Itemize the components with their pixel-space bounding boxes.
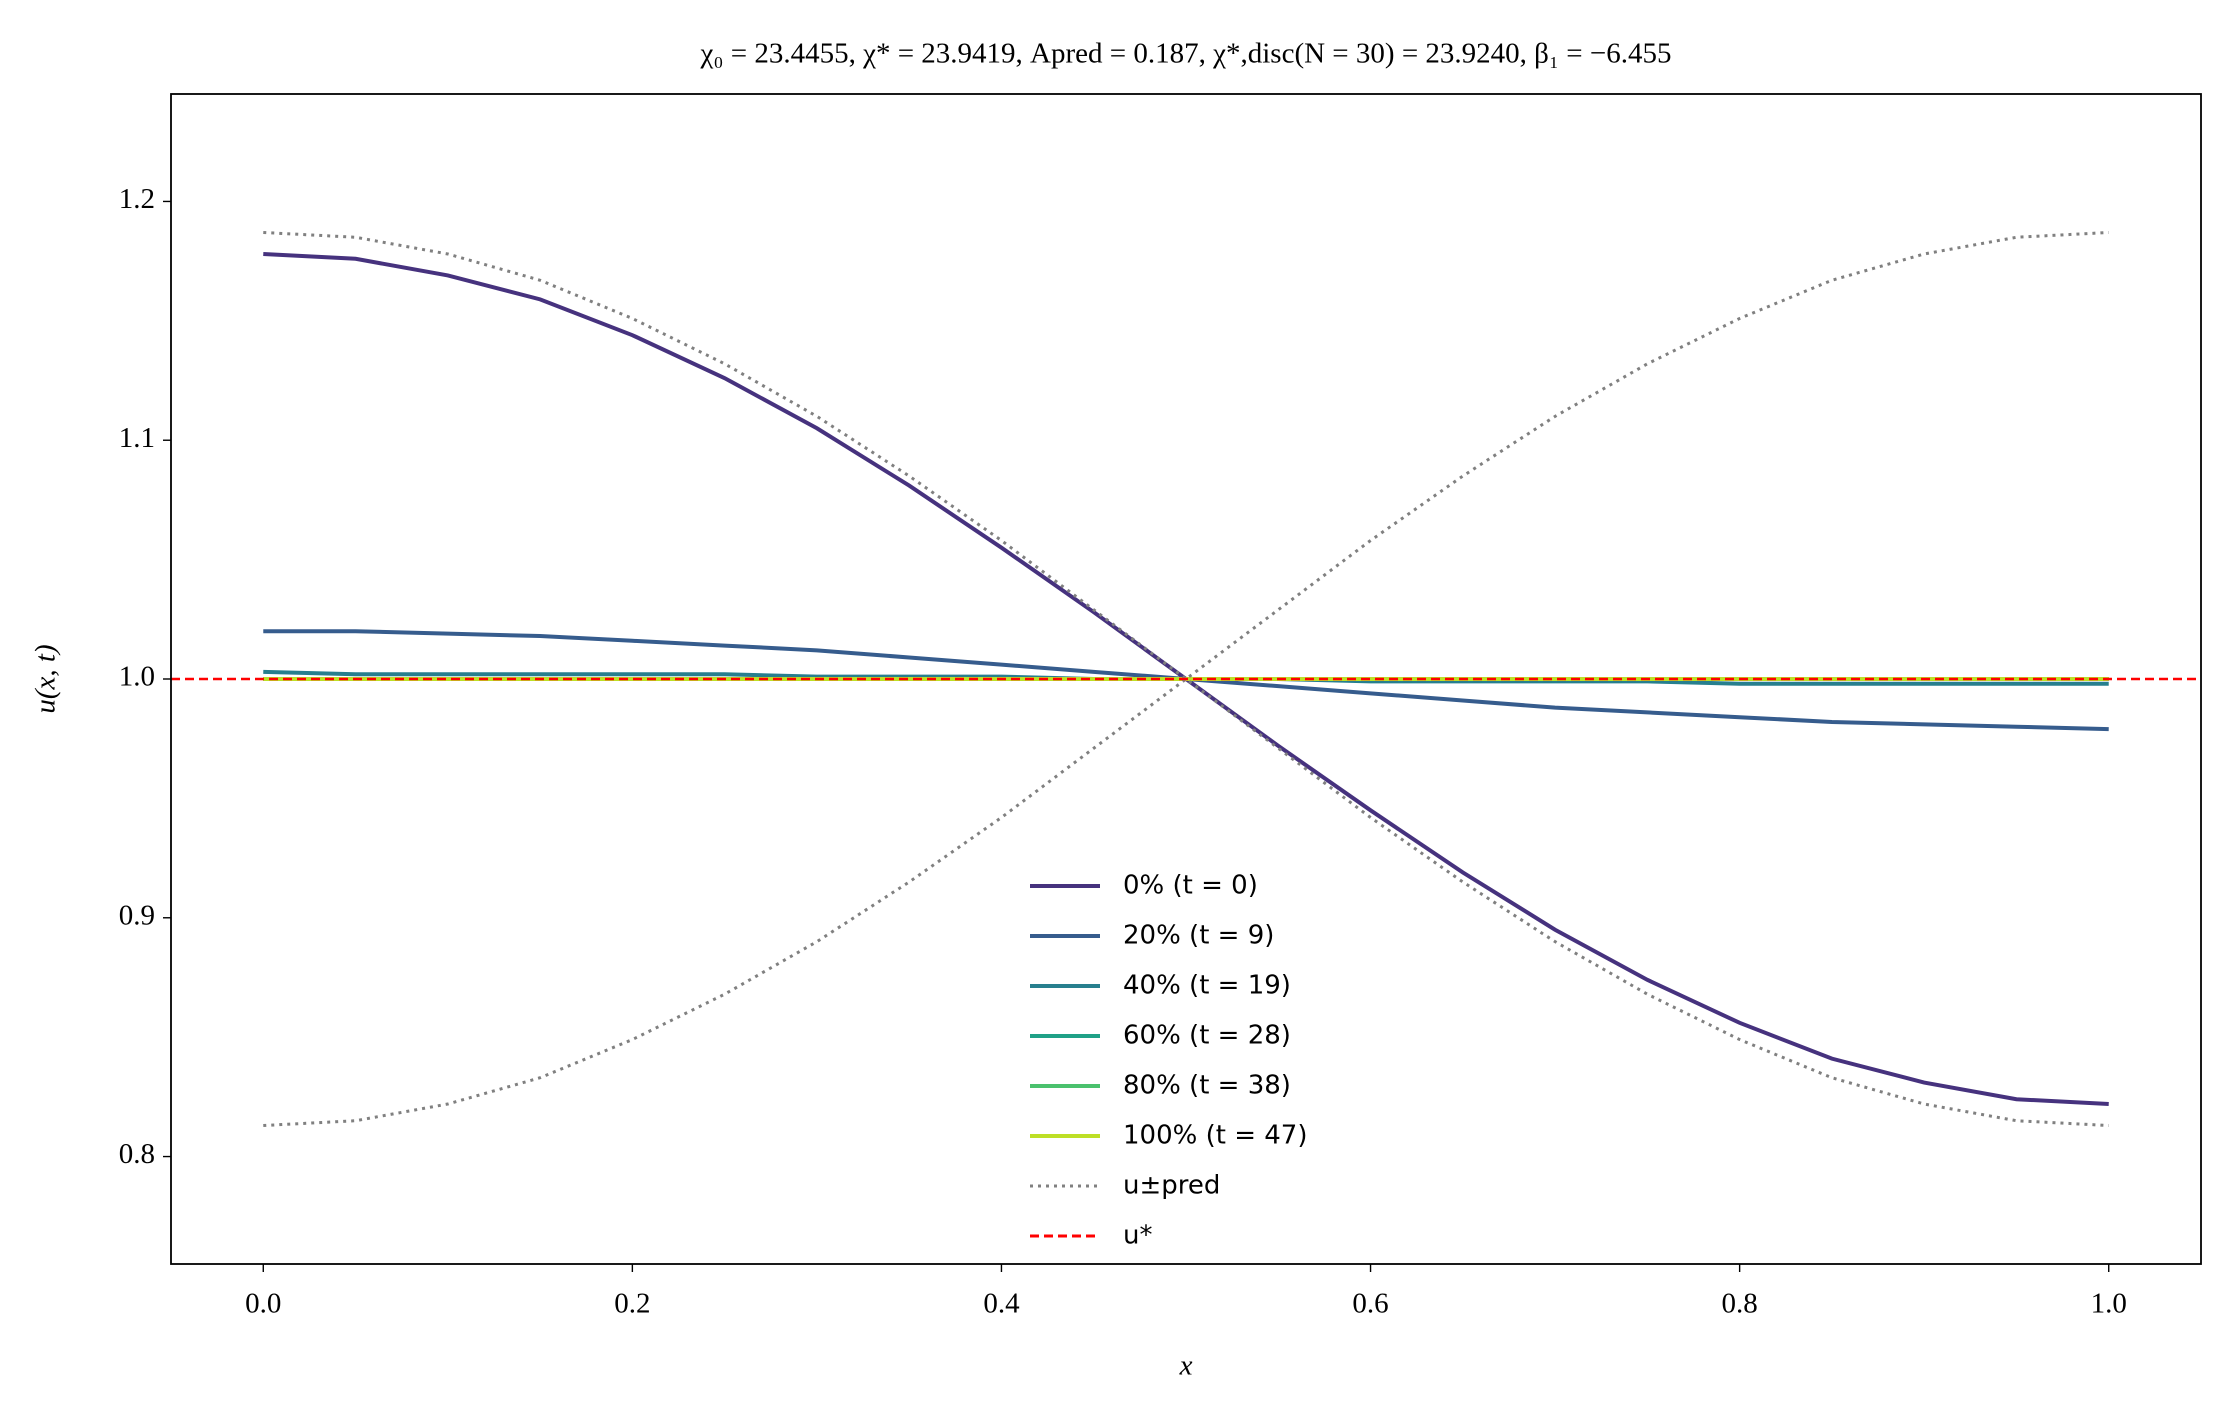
legend-label: 80% (t = 38) [1123, 1071, 1291, 1101]
legend-label: 60% (t = 28) [1123, 1021, 1291, 1051]
y-tick-label: 1.2 [119, 183, 155, 215]
legend-label: 20% (t = 9) [1123, 921, 1274, 951]
y-tick-label: 1.1 [119, 422, 155, 454]
x-tick-label: 0.0 [245, 1288, 281, 1320]
x-axis-label: x [1179, 1350, 1193, 1382]
y-tick-label: 0.9 [119, 899, 155, 931]
y-tick-label: 1.0 [119, 661, 155, 693]
legend-label: 40% (t = 19) [1123, 971, 1291, 1001]
plot-frame [170, 93, 2202, 1265]
legend-label: u* [1123, 1221, 1152, 1251]
x-tick-label: 0.2 [614, 1288, 650, 1320]
legend-label: 0% (t = 0) [1123, 871, 1258, 901]
legend-label: 100% (t = 47) [1123, 1121, 1307, 1151]
x-tick-label: 0.8 [1722, 1288, 1758, 1320]
x-tick-label: 1.0 [2091, 1288, 2127, 1320]
y-axis-label: u(x, t) [30, 644, 62, 713]
legend-label: u±pred [1123, 1171, 1220, 1201]
x-tick-label: 0.4 [983, 1288, 1020, 1320]
chart-title: χ₀ = 23.4455, χ* = 23.9419, Apred = 0.18… [699, 38, 1671, 70]
y-tick-label: 0.8 [119, 1138, 155, 1170]
x-tick-label: 0.6 [1352, 1288, 1388, 1320]
